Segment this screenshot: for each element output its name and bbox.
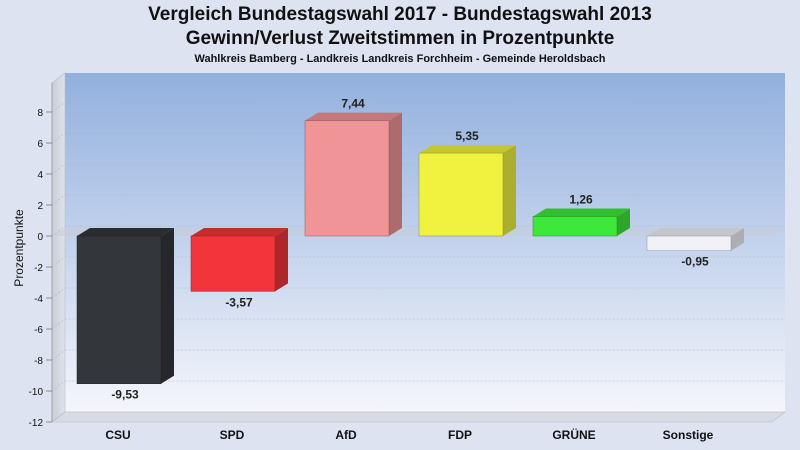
grid-line (51, 194, 785, 206)
bar-top (305, 112, 402, 121)
y-tick-label: -6 (34, 325, 43, 336)
chart-subtitle: Wahlkreis Bamberg - Landkreis Landkreis … (194, 53, 606, 65)
plot-back-wall (65, 73, 785, 412)
grid-line (51, 163, 785, 175)
grid-line (51, 411, 785, 423)
bar-side (617, 208, 630, 236)
data-label: -3,57 (225, 295, 253, 309)
bar-front (418, 152, 504, 237)
bar-side (161, 228, 174, 384)
bar-top (419, 145, 516, 154)
x-tick-label: GRÜNE (552, 427, 595, 442)
bar-grüne (532, 208, 630, 237)
bar-front (304, 120, 390, 237)
x-tick-label: SPD (220, 428, 245, 442)
grid-line (51, 256, 785, 268)
bar-front (532, 216, 618, 237)
y-tick-label: -12 (29, 418, 44, 429)
x-tick-label: Sonstige (663, 428, 714, 442)
y-axis-label: Prozentpunkte (12, 209, 26, 287)
bar-spd (190, 228, 288, 292)
bar-sonstige (646, 228, 744, 251)
bar-side (389, 112, 402, 236)
y-tick-label: -4 (34, 294, 43, 305)
bar-front (646, 235, 732, 251)
x-tick-label: AfD (335, 428, 357, 442)
grid-line (51, 101, 785, 113)
plot-floor (51, 411, 786, 423)
bar-side (503, 145, 516, 236)
bar-front (190, 235, 276, 292)
bar-top (533, 208, 630, 217)
y-tick-label: -2 (34, 263, 43, 274)
y-tick-label: 4 (37, 170, 43, 181)
bar-csu (76, 228, 174, 384)
data-label: 1,26 (569, 192, 593, 206)
bar-top (191, 228, 288, 236)
grid-line (51, 380, 785, 392)
plot-side-wall (51, 72, 66, 423)
chart-title-line2: Gewinn/Verlust Zweitstimmen in Prozentpu… (185, 28, 615, 49)
y-tick-label: 2 (37, 201, 43, 212)
y-tick-label: 6 (37, 139, 43, 150)
y-tick-label: -10 (29, 387, 44, 398)
data-label: 7,44 (341, 97, 365, 111)
bar-fdp (418, 145, 516, 237)
bar-side (275, 228, 288, 292)
data-label: -9,53 (111, 388, 139, 402)
bar-side (731, 228, 744, 251)
x-tick-label: CSU (105, 428, 130, 442)
grid-line (51, 287, 785, 299)
data-label: 5,35 (455, 129, 479, 143)
y-tick-label: 0 (37, 232, 43, 243)
data-label: -0,95 (681, 255, 709, 269)
y-tick-label: 8 (37, 108, 43, 119)
bar-front (76, 235, 162, 384)
bar-top (647, 228, 744, 236)
bar-afd (304, 112, 402, 237)
grid-line (51, 132, 785, 144)
chart-title: Vergleich Bundestagswahl 2017 - Bundesta… (148, 4, 652, 25)
grid-line (51, 349, 785, 361)
y-tick-label: -8 (34, 356, 43, 367)
x-tick-label: FDP (448, 428, 472, 442)
grid-line (51, 318, 785, 330)
bar-top (77, 228, 174, 236)
